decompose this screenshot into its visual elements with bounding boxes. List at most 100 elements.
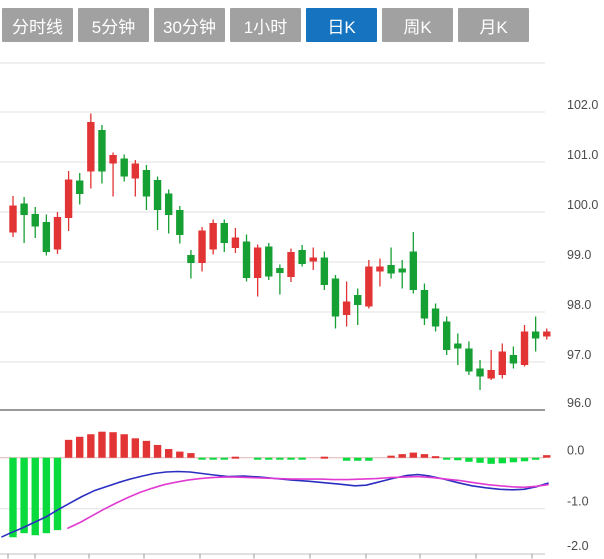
macd-bar-up xyxy=(431,456,440,459)
candle-body-down xyxy=(120,158,128,177)
candle-body-up xyxy=(231,237,240,248)
macd-bar-up xyxy=(131,438,140,458)
price-axis-label: 96.0 xyxy=(567,396,591,410)
candle-body-up xyxy=(198,230,206,263)
candle-body-up xyxy=(53,217,62,250)
price-axis-label: 100.0 xyxy=(567,198,598,212)
candle-body-down xyxy=(476,368,484,377)
macd-bar-down xyxy=(509,457,518,463)
candle-body-down xyxy=(354,295,362,305)
tab-30min[interactable]: 30分钟 xyxy=(154,8,225,42)
macd-bar-down xyxy=(265,457,273,460)
macd-bar-down xyxy=(298,457,306,460)
candle-body-up xyxy=(253,247,262,278)
macd-bar-down xyxy=(276,457,284,460)
candle-body-down xyxy=(276,268,284,273)
candle-body-down xyxy=(331,278,340,317)
tab-weekly-k[interactable]: 周K xyxy=(382,8,453,42)
candle-body-up xyxy=(342,301,351,315)
price-axis-label: 102.0 xyxy=(567,98,598,112)
candle-body-up xyxy=(287,252,295,277)
tab-monthly-k[interactable]: 月K xyxy=(458,8,529,42)
candle-body-down xyxy=(431,308,440,327)
macd-bar-down xyxy=(253,457,262,460)
candle-body-down xyxy=(265,246,273,277)
price-axis-label: 99.0 xyxy=(567,248,591,262)
macd-bar-down xyxy=(531,457,540,460)
candle-body-down xyxy=(398,268,406,273)
macd-bar-down xyxy=(287,457,295,460)
candle-body-down xyxy=(242,241,251,278)
macd-bar-down xyxy=(31,457,39,536)
macd-bar-down xyxy=(454,457,462,461)
candle-body-up xyxy=(376,266,384,272)
macd-bar-up xyxy=(142,440,151,458)
candle-body-down xyxy=(142,170,151,197)
candle-body-up xyxy=(109,155,117,164)
macd-bar-up xyxy=(320,456,329,459)
candle-body-up xyxy=(309,257,317,262)
macd-bar-down xyxy=(354,457,362,461)
macd-bar-down xyxy=(209,457,217,460)
candle-body-up xyxy=(64,179,73,218)
candle-body-down xyxy=(442,321,451,350)
macd-bar-down xyxy=(9,457,17,538)
macd-bar-down xyxy=(342,457,351,461)
candle-body-down xyxy=(465,348,473,372)
macd-bar-down xyxy=(520,457,529,462)
macd-bar-up xyxy=(109,432,117,458)
candle-body-up xyxy=(365,266,373,307)
x-axis-layer xyxy=(0,553,545,559)
macd-bar-up xyxy=(76,436,84,458)
candle-body-down xyxy=(387,265,395,274)
macd-axis-label: -2.0 xyxy=(567,539,589,553)
candle-body-down xyxy=(509,355,518,364)
tab-timeline[interactable]: 分时线 xyxy=(2,8,73,42)
candle-body-up xyxy=(520,331,529,365)
candle-body-down xyxy=(31,214,39,227)
macd-bar-up xyxy=(87,434,95,458)
macd-bar-down xyxy=(476,457,484,463)
macd-bar-up xyxy=(231,456,240,459)
price-axis-label: 98.0 xyxy=(567,298,591,312)
macd-bar-up xyxy=(153,444,162,458)
candle-body-up xyxy=(9,205,17,233)
candlestick-layer xyxy=(9,113,551,390)
candle-body-up xyxy=(87,122,95,172)
candle-body-down xyxy=(320,257,329,285)
macd-bar-up xyxy=(98,431,106,458)
candle-body-down xyxy=(176,210,184,235)
macd-bar-up xyxy=(420,454,429,458)
candle-body-down xyxy=(220,223,228,243)
macd-bar-down xyxy=(198,457,206,460)
candle-body-down xyxy=(454,343,462,349)
macd-bar-up xyxy=(398,454,406,458)
macd-bar-up xyxy=(187,453,195,458)
dea-line xyxy=(67,475,549,529)
candle-body-down xyxy=(164,193,173,215)
macd-bar-up xyxy=(409,452,418,458)
macd-bar-up xyxy=(164,449,173,458)
axis-label-layer: 102.0 101.0 100.0 99.0 98.0 97.0 96.0 0.0 -1.0 -2… xyxy=(567,98,598,553)
candle-body-down xyxy=(153,180,162,210)
macd-bar-up xyxy=(120,434,128,458)
tab-5min[interactable]: 5分钟 xyxy=(78,8,149,42)
macd-histogram-layer xyxy=(9,431,551,538)
candle-body-up xyxy=(487,370,495,379)
macd-axis-label: 0.0 xyxy=(567,444,584,458)
candle-body-down xyxy=(42,222,51,252)
candle-body-up xyxy=(209,223,217,250)
tab-daily-k[interactable]: 日K xyxy=(306,8,377,42)
candle-body-up xyxy=(543,331,551,337)
macd-bar-down xyxy=(498,457,506,464)
dif-line xyxy=(1,470,549,538)
macd-axis-label: -1.0 xyxy=(567,495,589,509)
macd-bar-down xyxy=(365,457,373,461)
candle-body-up xyxy=(498,351,506,375)
candle-body-down xyxy=(420,290,429,319)
macd-bar-down xyxy=(442,457,451,460)
macd-bar-down xyxy=(20,457,28,534)
macd-bar-down xyxy=(53,457,62,531)
tab-1hour[interactable]: 1小时 xyxy=(230,8,301,42)
